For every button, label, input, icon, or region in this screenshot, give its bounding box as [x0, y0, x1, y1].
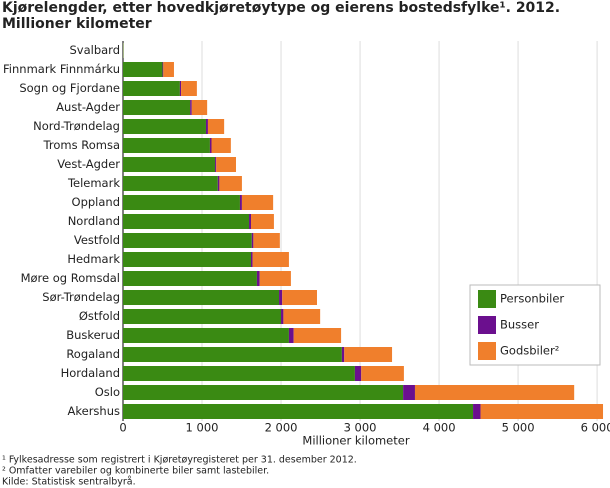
legend-label: Busser — [500, 318, 539, 332]
bar-segment — [162, 62, 164, 77]
bar-segment — [251, 214, 274, 229]
y-tick-label: Nord-Trøndelag — [33, 119, 120, 133]
bar-segment — [219, 176, 242, 191]
note: Kilde: Statistisk sentralbyrå. — [2, 477, 136, 488]
y-tick-label: Nordland — [68, 214, 120, 228]
y-tick-label: Oppland — [72, 195, 120, 209]
bar-segment — [123, 119, 206, 134]
bar-segment — [123, 62, 163, 77]
chart-subtitle: Millioner kilometer — [2, 16, 152, 32]
bar-segment — [163, 62, 174, 77]
bar-segment — [259, 271, 291, 286]
y-tick-label: Svalbard — [69, 43, 120, 57]
bar-segment — [361, 366, 404, 381]
bar-segment — [207, 119, 225, 134]
x-axis-label: Millioner kilometer — [302, 434, 409, 448]
y-tick-label: Hedmark — [67, 252, 120, 266]
bar-segment — [179, 81, 182, 96]
bar-segment — [403, 385, 415, 400]
bar-segment — [344, 347, 393, 362]
y-tick-label: Buskerud — [66, 328, 120, 342]
x-tick-label: 2 000 — [265, 421, 298, 435]
y-tick-label: Oslo — [95, 385, 120, 399]
y-tick-label: Troms Romsa — [43, 138, 120, 152]
bar-segment — [354, 366, 362, 381]
legend-swatch — [478, 342, 496, 360]
bar-segment — [341, 347, 345, 362]
bar-segment — [279, 290, 283, 305]
bar-segment — [123, 81, 180, 96]
bar-segment — [215, 157, 217, 172]
y-tick-label: Aust-Agder — [56, 100, 120, 114]
bar-segment — [249, 214, 252, 229]
y-tick-label: Vestfold — [74, 233, 120, 247]
bar-segment — [283, 309, 321, 324]
y-tick-label: Akershus — [68, 404, 120, 418]
bar-segment — [414, 385, 575, 400]
note: ² Omfatter varebiler og kombinerte biler… — [2, 466, 269, 477]
bar-segment — [123, 404, 474, 419]
bar-segment — [123, 252, 252, 267]
note: ¹ Fylkesadresse som registrert i Kjøretø… — [2, 455, 357, 466]
bar-segment — [473, 404, 481, 419]
bar-segment — [123, 195, 240, 210]
bar-segment — [241, 195, 274, 210]
bar-segment — [190, 100, 192, 115]
bar-segment — [480, 404, 604, 419]
bar-segment — [281, 309, 284, 324]
y-tick-label: Finnmark Finnmárku — [3, 62, 120, 76]
x-tick-label: 5 000 — [502, 421, 535, 435]
x-tick-label: 1 000 — [186, 421, 219, 435]
bar-segment — [123, 233, 252, 248]
x-tick-label: 4 000 — [423, 421, 456, 435]
bar-segment — [252, 252, 289, 267]
x-tick-label: 3 000 — [344, 421, 377, 435]
bar-segment — [216, 157, 236, 172]
legend-label: Godsbiler² — [500, 344, 559, 358]
bar-segment — [181, 81, 197, 96]
y-tick-label: Rogaland — [66, 347, 120, 361]
bar-segment — [123, 347, 342, 362]
y-tick-label: Vest-Agder — [57, 157, 120, 171]
bar-segment — [217, 176, 220, 191]
bar-segment — [293, 328, 342, 343]
bar-segment — [205, 119, 208, 134]
bar-segment — [123, 157, 216, 172]
bar-segment — [256, 271, 260, 286]
bar-segment — [123, 176, 218, 191]
y-tick-label: Hordaland — [61, 366, 120, 380]
bar-segment — [251, 233, 254, 248]
chart-title: Kjørelengder, etter hovedkjøretøytype og… — [2, 0, 560, 16]
legend-label: Personbiler — [500, 292, 564, 306]
legend-swatch — [478, 290, 496, 308]
y-tick-label: Østfold — [79, 309, 120, 323]
bar-segment — [123, 100, 191, 115]
legend-swatch — [478, 316, 496, 334]
bar-segment — [123, 385, 404, 400]
x-tick-label: 6 000 — [581, 421, 610, 435]
bar-segment — [123, 271, 257, 286]
y-tick-label: Sør-Trøndelag — [42, 290, 120, 304]
y-tick-label: Møre og Romsdal — [21, 271, 120, 285]
bar-segment — [251, 252, 253, 267]
bar-segment — [123, 366, 355, 381]
bar-segment — [191, 100, 208, 115]
y-tick-label: Sogn og Fjordane — [19, 81, 120, 95]
bar-segment — [123, 290, 280, 305]
x-tick-label: 0 — [119, 421, 126, 435]
bar-segment — [282, 290, 317, 305]
y-tick-label: Telemark — [67, 176, 120, 190]
bar-segment — [288, 328, 294, 343]
bar-segment — [123, 138, 210, 153]
bar-segment — [209, 138, 212, 153]
bar-segment — [253, 233, 280, 248]
bar-segment — [123, 328, 289, 343]
bar-segment — [123, 309, 282, 324]
bar-segment — [239, 195, 242, 210]
bar-segment — [123, 214, 250, 229]
bar-segment — [211, 138, 231, 153]
